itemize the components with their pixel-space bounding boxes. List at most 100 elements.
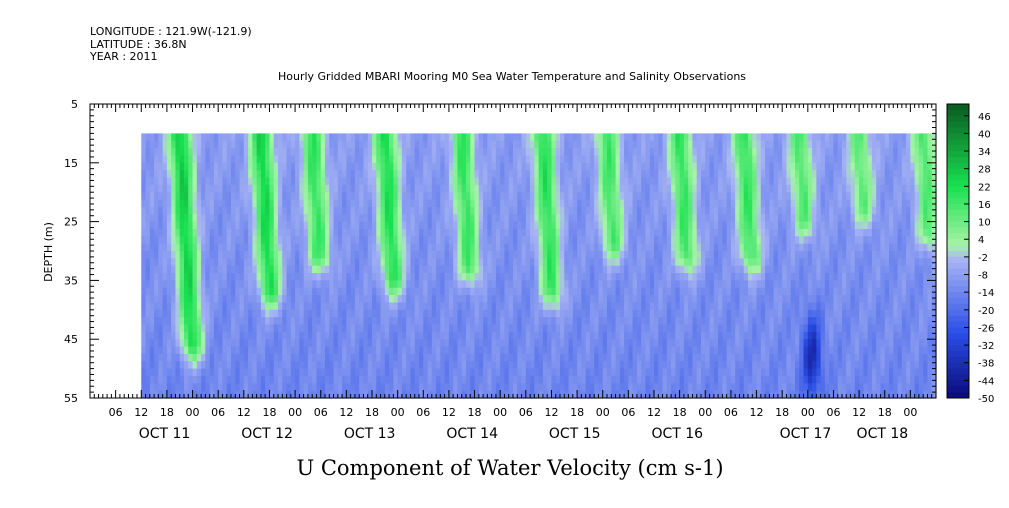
heatmap-cell — [252, 140, 258, 149]
heatmap-cell — [406, 302, 412, 311]
heatmap-cell — [730, 287, 736, 296]
heatmap-cell — [730, 170, 736, 179]
heatmap-cell — [478, 214, 484, 223]
heatmap-cell — [175, 375, 181, 384]
heatmap-cell — [701, 155, 706, 164]
heatmap-cell — [696, 162, 702, 171]
heatmap-cell — [628, 140, 634, 149]
heatmap-cell — [718, 390, 723, 399]
heatmap-cell — [265, 273, 271, 281]
heatmap-cell — [448, 140, 454, 149]
heatmap-cell — [675, 331, 681, 340]
heatmap-cell — [350, 390, 356, 399]
heatmap-cell — [252, 353, 258, 362]
heatmap-cell — [709, 317, 715, 326]
heatmap-cell — [333, 221, 339, 230]
heatmap-cell — [688, 287, 694, 296]
heatmap-cell — [487, 155, 493, 164]
heatmap-cell — [662, 251, 668, 259]
heatmap-cell — [307, 155, 313, 164]
heatmap-cell — [722, 390, 728, 399]
heatmap-cell — [235, 390, 241, 399]
heatmap-cell — [248, 243, 253, 252]
heatmap-cell — [158, 295, 164, 304]
heatmap-cell — [337, 273, 343, 281]
heatmap-cell — [636, 383, 642, 392]
heatmap-cell — [307, 280, 313, 289]
heatmap-cell — [320, 177, 326, 186]
heatmap-cell — [401, 280, 407, 289]
heatmap-cell — [696, 383, 702, 392]
heatmap-cell — [359, 273, 365, 281]
heatmap-cell — [645, 199, 651, 208]
heatmap-cell — [577, 324, 582, 333]
heatmap-cell — [649, 375, 655, 384]
heatmap-cell — [436, 331, 441, 340]
heatmap-cell — [213, 265, 219, 274]
heatmap-cell — [547, 177, 553, 186]
heatmap-cell — [688, 375, 694, 384]
heatmap-cell — [581, 265, 587, 274]
heatmap-cell — [538, 133, 544, 142]
heatmap-cell — [201, 162, 206, 171]
heatmap-cell — [175, 287, 181, 296]
heatmap-cell — [508, 390, 514, 399]
heatmap-cell — [487, 390, 493, 399]
heatmap-cell — [602, 243, 608, 252]
heatmap-cell — [427, 390, 433, 399]
heatmap-cell — [444, 346, 450, 355]
heatmap-cell — [470, 133, 476, 142]
heatmap-cell — [269, 258, 275, 267]
heatmap-cell — [572, 155, 578, 164]
heatmap-cell — [538, 140, 544, 149]
heatmap-cell — [273, 199, 279, 208]
heatmap-cell — [457, 331, 463, 340]
heatmap-cell — [474, 339, 480, 348]
heatmap-cell — [696, 133, 702, 142]
heatmap-cell — [444, 324, 450, 333]
heatmap-cell — [513, 140, 518, 149]
heatmap-cell — [517, 317, 523, 326]
heatmap-cell — [696, 339, 702, 348]
heatmap-cell — [423, 273, 429, 281]
heatmap-cell — [491, 302, 497, 311]
heatmap-cell — [555, 346, 561, 355]
heatmap-cell — [158, 221, 164, 230]
heatmap-cell — [495, 383, 501, 392]
heatmap-cell — [632, 295, 638, 304]
heatmap-cell — [419, 221, 424, 230]
heatmap-cell — [641, 295, 647, 304]
heatmap-cell — [414, 258, 420, 267]
heatmap-cell — [205, 309, 211, 318]
heatmap-cell — [290, 199, 296, 208]
heatmap-cell — [273, 309, 279, 318]
heatmap-cell — [213, 170, 219, 179]
heatmap-cell — [649, 192, 655, 201]
heatmap-cell — [538, 243, 544, 252]
heatmap-cell — [423, 206, 429, 215]
heatmap-cell — [487, 353, 493, 362]
heatmap-cell — [551, 287, 557, 296]
heatmap-cell — [431, 170, 437, 179]
heatmap-cell — [436, 140, 441, 149]
heatmap-cell — [534, 199, 540, 208]
heatmap-cell — [325, 251, 330, 259]
heatmap-cell — [585, 214, 591, 223]
heatmap-cell — [649, 287, 655, 296]
heatmap-cell — [504, 184, 510, 193]
heatmap-cell — [350, 155, 356, 164]
heatmap-cell — [286, 170, 292, 179]
heatmap-cell — [201, 155, 206, 164]
heatmap-cell — [380, 155, 386, 164]
heatmap-cell — [333, 339, 339, 348]
heatmap-cell — [624, 258, 629, 267]
heatmap-cell — [265, 177, 271, 186]
heatmap-cell — [342, 236, 347, 245]
heatmap-cell — [525, 331, 531, 340]
heatmap-cell — [607, 177, 612, 186]
heatmap-cell — [397, 361, 403, 370]
heatmap-cell — [149, 258, 155, 267]
heatmap-cell — [192, 302, 198, 311]
heatmap-cell — [290, 324, 296, 333]
heatmap-cell — [231, 214, 236, 223]
